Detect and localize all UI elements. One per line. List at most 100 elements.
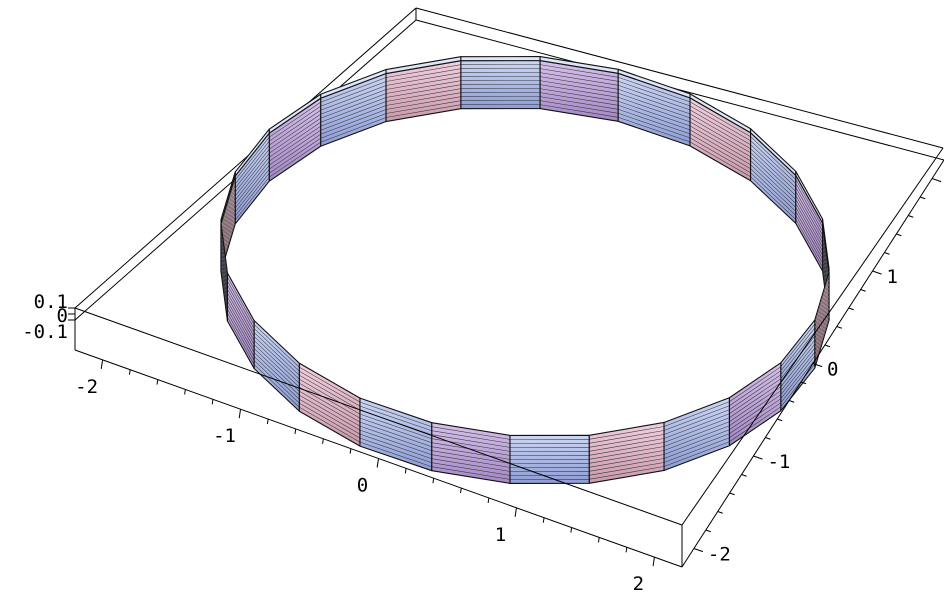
- torus-segment: [509, 434, 590, 484]
- torus-mesh-line: [299, 399, 361, 435]
- z-tick-label: 0.1: [34, 291, 68, 313]
- x-tick: [597, 537, 600, 543]
- torus-mesh-line: [431, 450, 511, 464]
- torus-mesh-line: [269, 130, 321, 166]
- torus-mesh-line: [385, 100, 461, 114]
- torus-mesh-line: [385, 96, 461, 110]
- torus-mesh-line: [539, 68, 619, 82]
- torus-mesh-line: [795, 191, 823, 240]
- torus-mesh-line: [795, 219, 823, 268]
- torus-mesh-line: [618, 89, 691, 115]
- torus-mesh-line: [663, 421, 730, 447]
- torus-mesh-line: [795, 203, 823, 252]
- torus-mesh-line: [269, 110, 321, 146]
- torus-mesh-line: [539, 96, 619, 110]
- torus-mesh-line: [589, 434, 665, 448]
- y-tick-label: -1: [767, 451, 790, 473]
- x-tick: [376, 458, 379, 468]
- x-tick-label: -2: [75, 376, 98, 398]
- torus-mesh-line: [689, 133, 751, 169]
- torus-mesh-line: [359, 437, 432, 463]
- torus-mesh-line: [663, 433, 730, 459]
- torus-mesh-line: [431, 430, 511, 444]
- torus-mesh-line: [320, 85, 387, 111]
- torus-mesh-line: [780, 347, 815, 391]
- torus-mesh-line: [359, 405, 432, 431]
- torus-mesh-line: [750, 176, 796, 220]
- torus-mesh-line: [689, 125, 751, 161]
- torus-mesh-line: [320, 113, 387, 139]
- torus-mesh-line: [220, 183, 236, 232]
- torus-mesh-line: [750, 148, 796, 192]
- torus-mesh-line: [750, 160, 796, 204]
- torus-mesh-line: [539, 76, 619, 90]
- torus-mesh-line: [220, 187, 236, 236]
- x-tick: [514, 507, 517, 517]
- box-edge: [74, 307, 683, 526]
- torus-mesh-line: [227, 292, 255, 341]
- y-tick-label: -2: [708, 544, 731, 566]
- torus-mesh-line: [235, 169, 270, 213]
- torus-segment: [220, 223, 228, 322]
- torus-mesh-line: [235, 165, 270, 209]
- torus-segment: [539, 56, 619, 122]
- y-tick: [931, 178, 942, 183]
- torus-mesh-line: [780, 331, 815, 375]
- x-tick: [294, 428, 297, 434]
- torus-mesh-line: [618, 77, 691, 103]
- torus-mesh-line: [235, 153, 270, 197]
- torus-mesh-line: [385, 80, 461, 94]
- torus-mesh-line: [220, 195, 236, 244]
- torus-mesh-line: [299, 367, 361, 403]
- torus-mesh-line: [795, 215, 823, 264]
- torus-mesh-line: [269, 138, 321, 174]
- torus-mesh-line: [385, 104, 461, 118]
- torus-mesh-line: [227, 296, 255, 345]
- torus-mesh-line: [269, 118, 321, 154]
- y-tick: [860, 289, 866, 292]
- torus-mesh-line: [220, 235, 228, 285]
- torus-mesh-line: [269, 142, 321, 178]
- torus-mesh-line: [269, 134, 321, 170]
- y-tick: [729, 492, 735, 496]
- torus-mesh-line: [359, 417, 432, 443]
- torus-mesh-line: [795, 183, 823, 232]
- torus-mesh-line: [299, 407, 361, 443]
- x-tick: [184, 389, 186, 395]
- torus-mesh-line: [431, 458, 511, 472]
- torus-segment: [320, 68, 387, 147]
- torus-mesh-line: [663, 409, 730, 435]
- y-tick: [789, 400, 795, 403]
- torus-mesh-line: [269, 126, 321, 162]
- torus-mesh-line: [220, 247, 228, 297]
- torus-segment: [268, 93, 322, 182]
- torus-mesh-line: [359, 441, 432, 467]
- torus-mesh-line: [254, 348, 300, 392]
- x-tick: [100, 359, 104, 369]
- torus-mesh-line: [539, 104, 619, 118]
- torus-mesh-line: [431, 426, 511, 440]
- torus-mesh-line: [220, 259, 228, 309]
- torus-mesh-line: [269, 106, 321, 142]
- torus-mesh-line: [320, 101, 387, 127]
- torus-mesh-line: [320, 77, 387, 103]
- torus-mesh-line: [750, 144, 796, 188]
- torus-mesh-line: [750, 156, 796, 200]
- torus-segment: [588, 421, 665, 484]
- torus-mesh-line: [220, 231, 228, 281]
- torus-mesh-line: [385, 64, 461, 78]
- x-tick: [652, 557, 655, 567]
- torus-mesh-line: [729, 378, 781, 414]
- y-tick: [848, 307, 854, 311]
- torus-mesh-line: [359, 429, 432, 455]
- torus-mesh-line: [385, 92, 461, 106]
- torus-mesh-line: [431, 462, 511, 476]
- torus-mesh-line: [539, 80, 619, 94]
- torus-mesh-line: [814, 312, 830, 361]
- torus-mesh-line: [269, 114, 321, 150]
- torus-mesh-line: [663, 441, 730, 467]
- torus-mesh-line: [663, 405, 730, 431]
- torus-mesh-line: [539, 92, 619, 106]
- torus-mesh-line: [227, 280, 255, 329]
- torus-segment: [750, 128, 797, 224]
